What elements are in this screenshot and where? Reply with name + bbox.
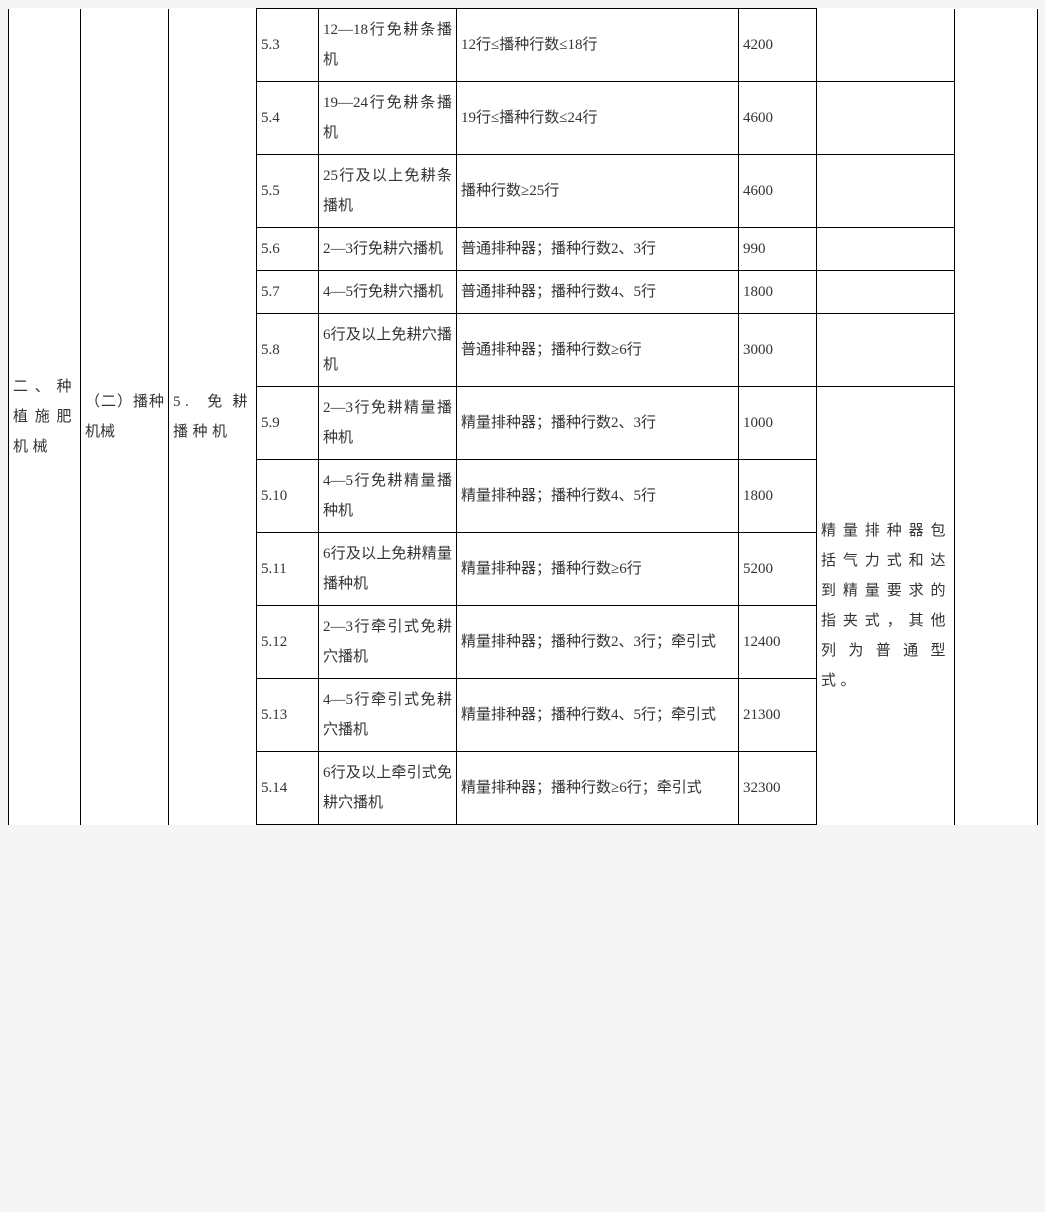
row-index: 5.12 bbox=[257, 606, 319, 679]
category-level1: 二、种植施肥机械 bbox=[9, 9, 81, 825]
spec-text: 19行≤播种行数≤24行 bbox=[457, 82, 739, 155]
row-index: 5.9 bbox=[257, 387, 319, 460]
spec-text: 精量排种器；播种行数2、3行 bbox=[457, 387, 739, 460]
spec-text: 普通排种器；播种行数≥6行 bbox=[457, 314, 739, 387]
note-cell bbox=[817, 155, 955, 228]
note-cell bbox=[817, 314, 955, 387]
row-index: 5.13 bbox=[257, 679, 319, 752]
row-index: 5.4 bbox=[257, 82, 319, 155]
note-cell bbox=[817, 82, 955, 155]
row-index: 5.6 bbox=[257, 228, 319, 271]
price-value: 4600 bbox=[739, 155, 817, 228]
product-name: 6行及以上牵引式免耕穴播机 bbox=[319, 752, 457, 825]
category-level2: （二）播种机械 bbox=[81, 9, 169, 825]
row-index: 5.11 bbox=[257, 533, 319, 606]
price-value: 1800 bbox=[739, 271, 817, 314]
spec-text: 12行≤播种行数≤18行 bbox=[457, 9, 739, 82]
spec-text: 普通排种器；播种行数2、3行 bbox=[457, 228, 739, 271]
row-index: 5.10 bbox=[257, 460, 319, 533]
note-cell bbox=[817, 271, 955, 314]
product-name: 6行及以上免耕精量播种机 bbox=[319, 533, 457, 606]
spec-text: 精量排种器；播种行数≥6行 bbox=[457, 533, 739, 606]
product-name: 2—3行免耕穴播机 bbox=[319, 228, 457, 271]
price-value: 32300 bbox=[739, 752, 817, 825]
product-name: 6行及以上免耕穴播机 bbox=[319, 314, 457, 387]
product-name: 2—3行牵引式免耕穴播机 bbox=[319, 606, 457, 679]
row-index: 5.8 bbox=[257, 314, 319, 387]
spec-text: 普通排种器；播种行数4、5行 bbox=[457, 271, 739, 314]
price-value: 1000 bbox=[739, 387, 817, 460]
category-level3: 5. 免耕播种机 bbox=[169, 9, 257, 825]
spec-text: 精量排种器；播种行数4、5行 bbox=[457, 460, 739, 533]
spec-text: 精量排种器；播种行数2、3行；牵引式 bbox=[457, 606, 739, 679]
price-value: 21300 bbox=[739, 679, 817, 752]
row-index: 5.7 bbox=[257, 271, 319, 314]
subsidy-table: 二、种植施肥机械 （二）播种机械 5. 免耕播种机 5.3 12—18行免耕条播… bbox=[8, 8, 1038, 825]
price-value: 3000 bbox=[739, 314, 817, 387]
product-name: 4—5行免耕精量播种机 bbox=[319, 460, 457, 533]
note-cell bbox=[817, 228, 955, 271]
price-value: 990 bbox=[739, 228, 817, 271]
product-name: 25行及以上免耕条播机 bbox=[319, 155, 457, 228]
table-row: 二、种植施肥机械 （二）播种机械 5. 免耕播种机 5.3 12—18行免耕条播… bbox=[9, 9, 1038, 82]
product-name: 12—18行免耕条播机 bbox=[319, 9, 457, 82]
price-value: 4600 bbox=[739, 82, 817, 155]
row-index: 5.14 bbox=[257, 752, 319, 825]
price-value: 4200 bbox=[739, 9, 817, 82]
product-name: 4—5行免耕穴播机 bbox=[319, 271, 457, 314]
product-name: 19—24行免耕条播机 bbox=[319, 82, 457, 155]
price-value: 1800 bbox=[739, 460, 817, 533]
trailing-cell bbox=[955, 9, 1038, 825]
row-index: 5.3 bbox=[257, 9, 319, 82]
note-group: 精量排种器包括气力式和达到精量要求的指夹式，其他列为普通型式。 bbox=[817, 387, 955, 825]
product-name: 2—3行免耕精量播种机 bbox=[319, 387, 457, 460]
note-cell bbox=[817, 9, 955, 82]
row-index: 5.5 bbox=[257, 155, 319, 228]
spec-text: 精量排种器；播种行数≥6行；牵引式 bbox=[457, 752, 739, 825]
spec-text: 播种行数≥25行 bbox=[457, 155, 739, 228]
price-value: 12400 bbox=[739, 606, 817, 679]
spec-text: 精量排种器；播种行数4、5行；牵引式 bbox=[457, 679, 739, 752]
product-name: 4—5行牵引式免耕穴播机 bbox=[319, 679, 457, 752]
price-value: 5200 bbox=[739, 533, 817, 606]
